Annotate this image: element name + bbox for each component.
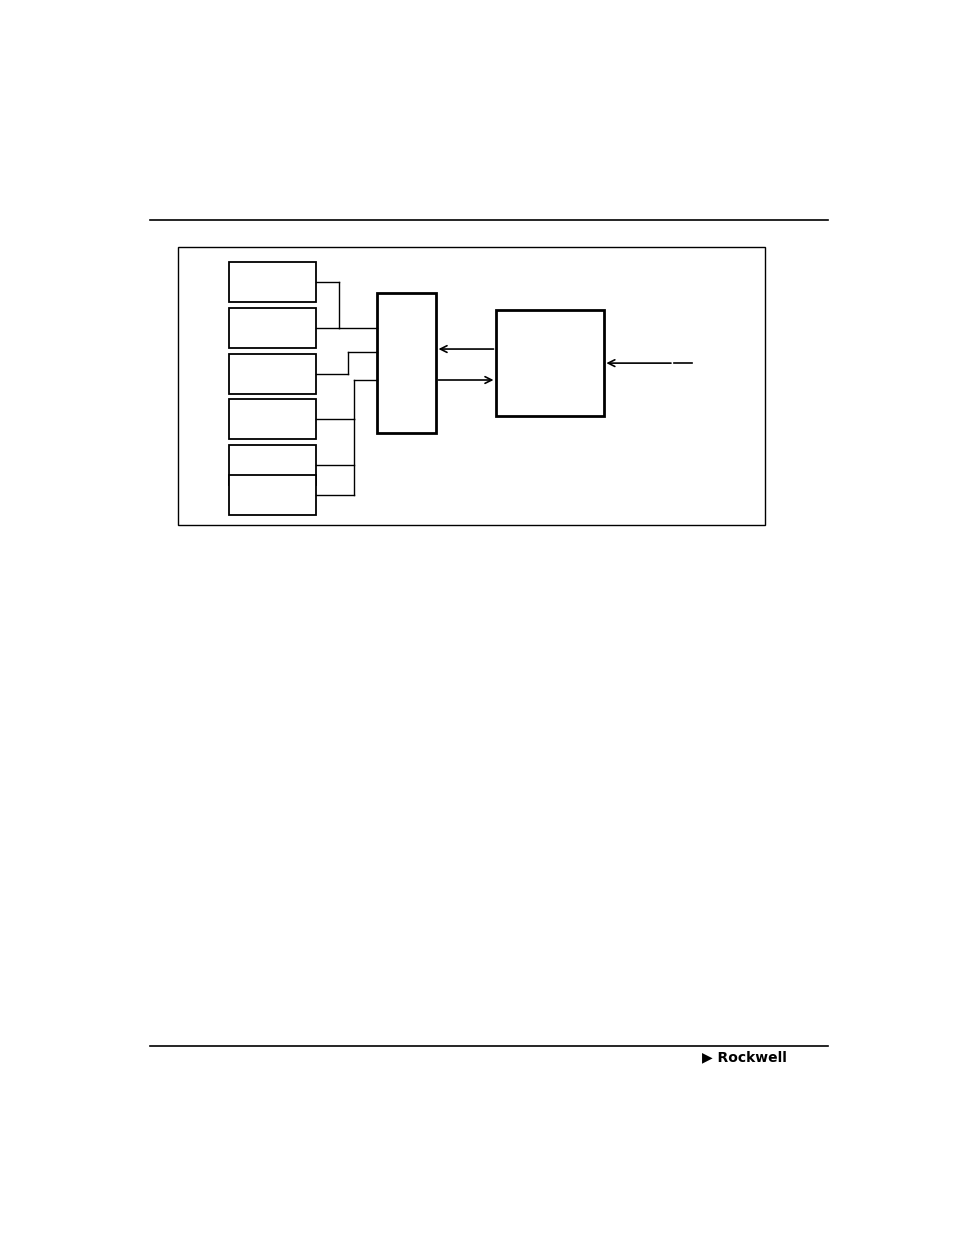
Bar: [229, 445, 315, 485]
Bar: [229, 308, 315, 348]
Bar: [229, 399, 315, 440]
Bar: [229, 262, 315, 303]
Text: ▶ Rockwell: ▶ Rockwell: [700, 1050, 785, 1065]
Bar: [229, 353, 315, 394]
Bar: [376, 293, 436, 433]
Bar: [177, 247, 764, 525]
Bar: [229, 475, 315, 515]
Bar: [496, 310, 603, 416]
